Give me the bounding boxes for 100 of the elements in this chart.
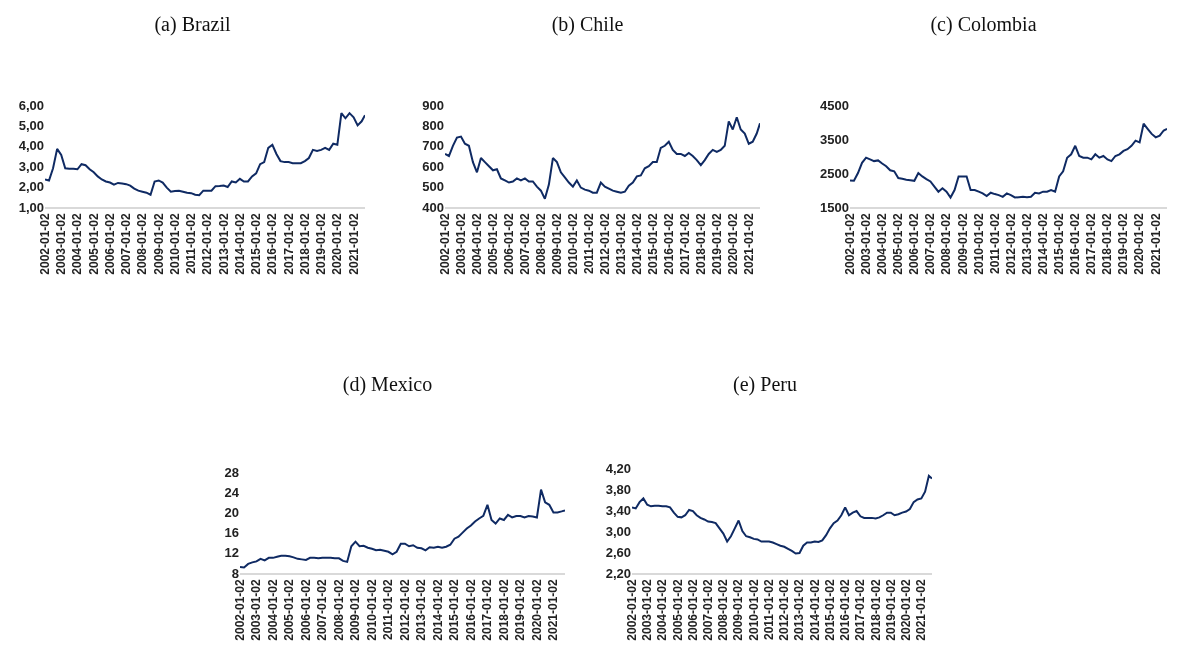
x-tick-label: 2004-01-02 [655, 578, 670, 641]
x-tick-label: 2015-01-02 [249, 212, 264, 275]
y-tick-label: 900 [422, 97, 444, 113]
x-tick-label: 2006-01-02 [102, 212, 117, 275]
x-tick-label: 2005-01-02 [86, 212, 101, 275]
x-tick-label: 2020-01-02 [898, 578, 913, 641]
line-series [240, 488, 565, 569]
line-series [850, 122, 1167, 199]
x-tick-label: 2003-01-02 [54, 212, 69, 275]
x-tick-label: 2007-01-02 [517, 212, 532, 275]
x-tick-label: 2007-01-02 [315, 578, 330, 641]
x-tick-label: 2008-01-02 [331, 578, 346, 641]
x-tick-label: 2004-01-02 [265, 578, 280, 641]
x-tick-label: 2004-01-02 [469, 212, 484, 275]
x-tick-label: 2015-01-02 [1052, 212, 1067, 275]
x-tick-label: 2019-01-02 [513, 578, 528, 641]
chart-title: (a) Brazil [154, 13, 231, 36]
y-tick-label: 1500 [820, 199, 849, 215]
x-tick-label: 2021-01-02 [1148, 212, 1163, 275]
x-tick-label: 2006-01-02 [298, 578, 313, 641]
y-tick-label: 28 [224, 464, 239, 480]
x-tick-label: 2007-01-02 [119, 212, 134, 275]
y-tick-label: 2,00 [18, 179, 44, 195]
y-tick-label: 3,00 [605, 523, 631, 539]
x-tick-label: 2014-01-02 [1035, 212, 1050, 275]
y-tick-label: 3,40 [605, 502, 631, 518]
x-tick-label: 2002-01-02 [37, 212, 52, 275]
y-tick-label: 20 [224, 504, 239, 520]
x-tick-label: 2010-01-02 [565, 212, 580, 275]
x-tick-label: 2016-01-02 [661, 212, 676, 275]
y-tick-label: 3,00 [18, 158, 44, 174]
x-tick-label: 2016-01-02 [265, 212, 280, 275]
x-tick-label: 2006-01-02 [501, 212, 516, 275]
x-tick-label: 2008-01-02 [135, 212, 150, 275]
y-tick-label: 3,80 [605, 481, 631, 497]
x-tick-label: 2018-01-02 [693, 212, 708, 275]
x-tick-label: 2021-01-02 [546, 578, 561, 641]
x-tick-label: 2008-01-02 [533, 212, 548, 275]
x-tick-label: 2014-01-02 [430, 578, 445, 641]
x-tick-label: 2007-01-02 [923, 212, 938, 275]
y-tick-label: 12 [224, 545, 239, 561]
x-tick-label: 2013-01-02 [216, 212, 231, 275]
x-tick-label: 2005-01-02 [670, 578, 685, 641]
x-tick-label: 2007-01-02 [701, 578, 716, 641]
x-tick-label: 2003-01-02 [640, 578, 655, 641]
x-tick-label: 2004-01-02 [875, 212, 890, 275]
x-tick-label: 2018-01-02 [496, 578, 511, 641]
x-tick-label: 2019-01-02 [709, 212, 724, 275]
x-tick-label: 2014-01-02 [232, 212, 247, 275]
y-tick-label: 600 [422, 158, 444, 174]
line-series [45, 112, 365, 197]
x-tick-label: 2008-01-02 [939, 212, 954, 275]
y-tick-label: 4,20 [605, 460, 631, 476]
x-tick-label: 2012-01-02 [397, 578, 412, 641]
y-tick-label: 1,00 [18, 199, 44, 215]
chart-title: (c) Colombia [930, 13, 1037, 36]
y-tick-label: 4500 [820, 97, 849, 113]
x-tick-label: 2009-01-02 [348, 578, 363, 641]
line-series [445, 116, 760, 200]
x-tick-label: 2018-01-02 [297, 212, 312, 275]
x-tick-label: 2008-01-02 [716, 578, 731, 641]
x-tick-label: 2020-01-02 [330, 212, 345, 275]
x-tick-label: 2006-01-02 [685, 578, 700, 641]
x-tick-label: 2009-01-02 [731, 578, 746, 641]
x-tick-label: 2018-01-02 [868, 578, 883, 641]
x-tick-label: 2005-01-02 [282, 578, 297, 641]
x-tick-label: 2011-01-02 [581, 212, 596, 275]
x-tick-label: 2010-01-02 [364, 578, 379, 641]
x-tick-label: 2010-01-02 [167, 212, 182, 275]
x-tick-label: 2017-01-02 [281, 212, 296, 275]
y-tick-label: 700 [422, 138, 444, 154]
x-tick-label: 2015-01-02 [447, 578, 462, 641]
line-series [632, 474, 932, 555]
x-tick-label: 2017-01-02 [677, 212, 692, 275]
x-tick-label: 2015-01-02 [645, 212, 660, 275]
x-tick-label: 2003-01-02 [249, 578, 264, 641]
x-tick-label: 2011-01-02 [761, 578, 776, 641]
x-tick-label: 2011-01-02 [184, 212, 199, 275]
x-tick-label: 2010-01-02 [971, 212, 986, 275]
x-tick-label: 2009-01-02 [151, 212, 166, 275]
x-tick-label: 2003-01-02 [858, 212, 873, 275]
x-tick-label: 2019-01-02 [883, 578, 898, 641]
y-tick-label: 2,20 [605, 565, 631, 581]
x-tick-label: 2011-01-02 [381, 578, 396, 641]
y-tick-label: 8 [231, 565, 239, 581]
y-tick-label: 5,00 [18, 117, 44, 133]
x-tick-label: 2005-01-02 [485, 212, 500, 275]
y-tick-label: 6,00 [18, 97, 44, 113]
x-tick-label: 2002-01-02 [842, 212, 857, 275]
y-tick-label: 800 [422, 117, 444, 133]
x-tick-label: 2013-01-02 [1019, 212, 1034, 275]
x-tick-label: 2004-01-02 [70, 212, 85, 275]
y-tick-label: 2,60 [605, 544, 631, 560]
x-tick-label: 2017-01-02 [853, 578, 868, 641]
x-tick-label: 2013-01-02 [414, 578, 429, 641]
x-tick-label: 2021-01-02 [346, 212, 361, 275]
chart-title: (d) Mexico [342, 373, 433, 396]
x-tick-label: 2011-01-02 [987, 212, 1002, 275]
x-tick-label: 2019-01-02 [1116, 212, 1131, 275]
x-tick-label: 2016-01-02 [1068, 212, 1083, 275]
